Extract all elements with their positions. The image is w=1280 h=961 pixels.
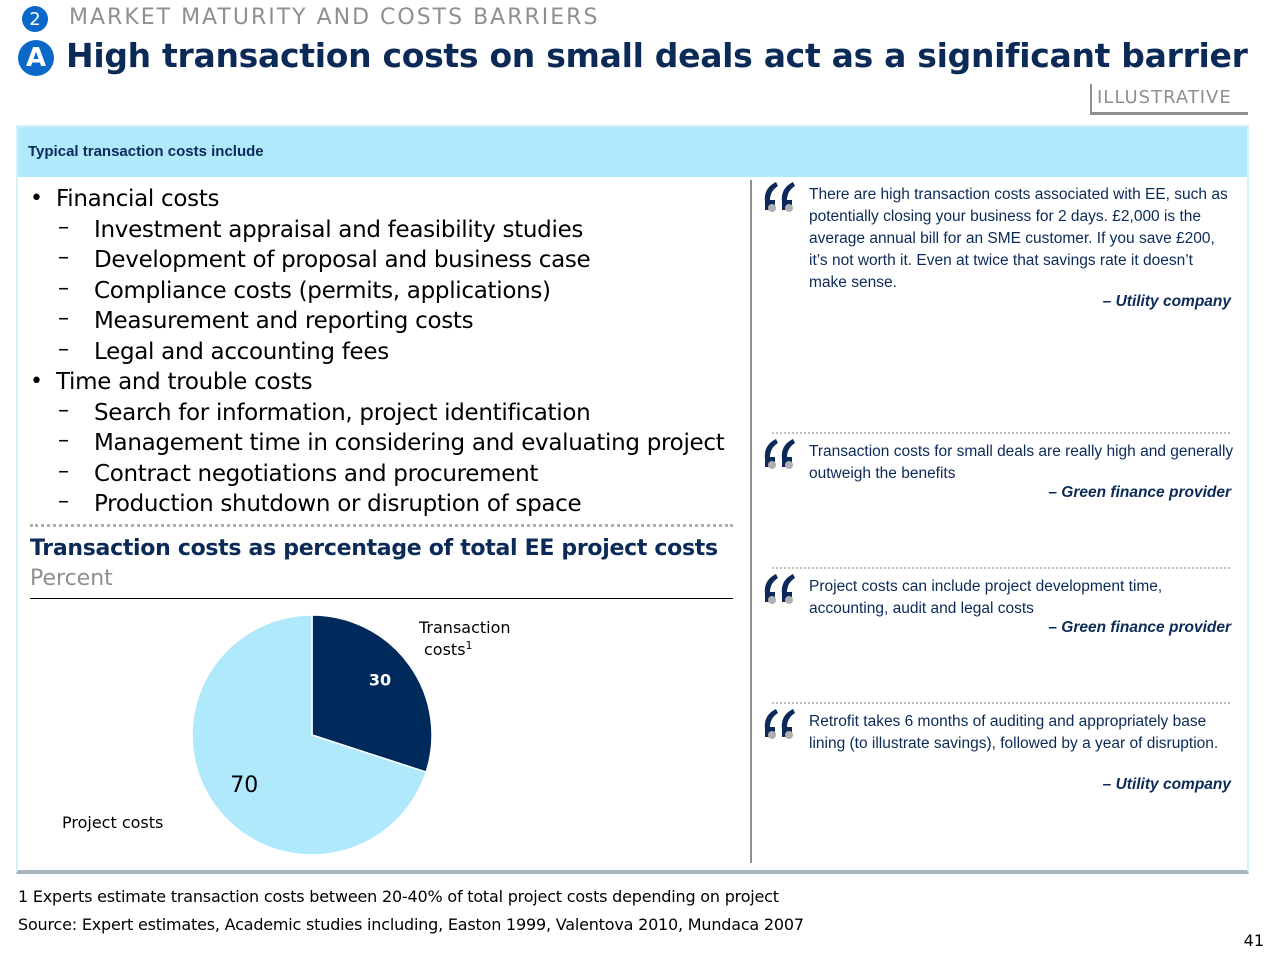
quote-source: – Utility company	[1102, 776, 1231, 793]
quote-separator	[772, 702, 1230, 704]
list-item-text: Search for information, project identifi…	[94, 399, 591, 426]
list-item: • Time and trouble costs	[28, 369, 728, 400]
quote-source: – Green finance provider	[1048, 619, 1231, 636]
quote-mark-icon	[764, 574, 795, 604]
chart-title: Transaction costs as percentage of total…	[30, 536, 718, 561]
list-item: – Production shutdown or disruption of sp…	[28, 489, 728, 522]
quote-mark-icon	[764, 182, 795, 212]
chart-title-rule	[30, 598, 733, 599]
list-item-text: Development of proposal and business cas…	[94, 247, 591, 273]
pie-category-label-line2: costs	[424, 640, 466, 659]
list-item-text: Legal and accounting fees	[94, 338, 389, 365]
dash-marker: –	[58, 458, 69, 484]
chart-unit: Percent	[30, 566, 113, 591]
list-item: – Contract negotiations and procurement	[28, 458, 728, 492]
dash-marker: –	[58, 397, 69, 423]
dash-marker: –	[58, 489, 69, 514]
pie-chart: 30 70 Transaction costs1 Project costs	[62, 614, 516, 856]
panel-header-label: Typical transaction costs include	[28, 143, 264, 160]
dash-marker: –	[58, 245, 69, 270]
quote-source: – Utility company	[1102, 293, 1231, 310]
list-item: – Management time in considering and eval…	[28, 428, 728, 461]
list-item-text: Time and trouble costs	[56, 369, 313, 395]
quote-text: There are high transaction costs associa…	[809, 186, 1228, 291]
quote-source: – Green finance provider	[1048, 484, 1231, 501]
list-item-text: Measurement and reporting costs	[94, 308, 474, 334]
quote-text: Project costs can include project develo…	[809, 578, 1163, 617]
transaction-cost-list: • Financial costs – Investment appraisal a…	[28, 186, 728, 522]
illustrative-tag: ILLUSTRATIVE	[1090, 84, 1248, 115]
title-letter-badge: A	[18, 40, 54, 76]
dash-marker: –	[58, 275, 69, 301]
list-item: – Measurement and reporting costs	[28, 306, 728, 339]
list-item: – Legal and accounting fees	[28, 336, 728, 370]
pie-category-label-project: Project costs	[62, 813, 163, 832]
section-number-badge: 2	[22, 6, 48, 32]
page-title: High transaction costs on small deals ac…	[66, 36, 1248, 75]
list-item-text: Financial costs	[56, 186, 220, 212]
list-item: – Investment appraisal and feasibility st…	[28, 214, 728, 248]
list-item-text: Production shutdown or disruption of spa…	[94, 491, 582, 517]
dash-marker: –	[58, 214, 69, 240]
list-item-text: Management time in considering and evalu…	[94, 430, 725, 456]
pie-slices	[191, 614, 433, 856]
dotted-separator	[30, 524, 733, 527]
list-item-text: Compliance costs (permits, applications)	[94, 277, 551, 304]
list-item: – Search for information, project identif…	[28, 397, 728, 431]
list-item: – Development of proposal and business ca…	[28, 245, 728, 278]
list-item: – Compliance costs (permits, applications…	[28, 275, 728, 309]
dash-marker: –	[58, 428, 69, 453]
quote-text: Retrofit takes 6 months of auditing and …	[809, 713, 1219, 752]
footnote: 1 Experts estimate transaction costs bet…	[18, 887, 779, 906]
quote-mark-icon	[764, 709, 795, 739]
page-number: 41	[1243, 931, 1264, 950]
pie-slice-1	[191, 614, 428, 856]
dash-marker: –	[58, 336, 69, 362]
bullet-marker: •	[30, 369, 43, 394]
quote-text: Transaction costs for small deals are re…	[809, 443, 1234, 482]
pie-value-label-project: 70	[230, 773, 258, 798]
section-title: MARKET MATURITY AND COSTS BARRIERS	[69, 5, 600, 30]
dash-marker: –	[58, 306, 69, 331]
footnote-marker: 1	[466, 639, 473, 652]
bullet-marker: •	[30, 186, 43, 211]
list-item-text: Investment appraisal and feasibility stu…	[94, 216, 584, 243]
pie-category-label-transaction: Transaction costs1	[418, 618, 516, 659]
panel-header: Typical transaction costs include	[18, 127, 1247, 177]
list-item-text: Contract negotiations and procurement	[94, 460, 539, 487]
vertical-divider	[750, 180, 752, 863]
pie-value-label-transaction: 30	[369, 671, 391, 690]
quote-separator	[772, 567, 1230, 569]
source-note: Source: Expert estimates, Academic studi…	[18, 915, 804, 934]
pie-slice-0	[311, 614, 433, 774]
pie-category-label-line1: Transaction	[418, 618, 511, 637]
quote-mark-icon	[764, 439, 795, 469]
list-item: • Financial costs	[28, 186, 728, 217]
quote-separator	[772, 432, 1230, 434]
